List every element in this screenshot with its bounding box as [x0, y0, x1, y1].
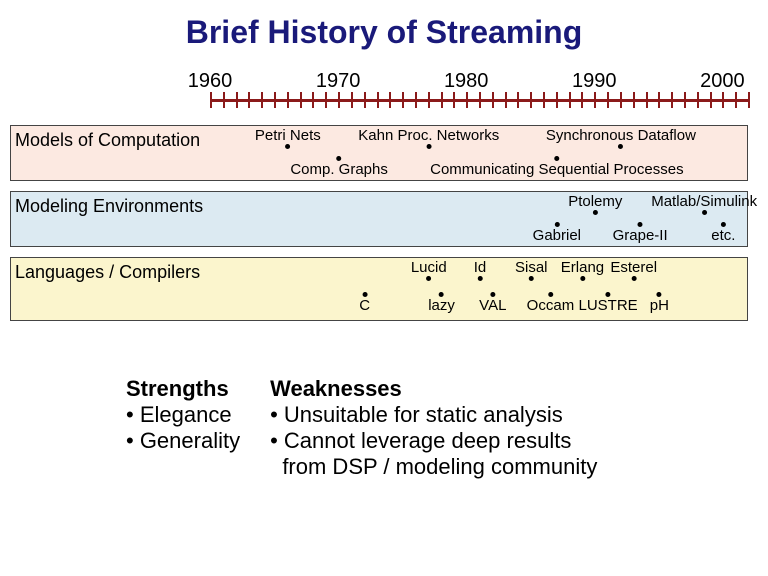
section-label: Models of Computation — [15, 130, 200, 151]
weaknesses-item: from DSP / modeling community — [270, 454, 597, 480]
timeline-item: Synchronous Dataflow — [546, 128, 696, 149]
timeline-tick — [594, 92, 596, 108]
timeline-item: Id — [474, 260, 487, 281]
timeline-tick — [402, 92, 404, 108]
timeline-tick — [556, 92, 558, 108]
timeline-tick — [633, 92, 635, 108]
timeline-item: Occam — [527, 292, 575, 313]
timeline-tick — [325, 92, 327, 108]
timeline-item: Comp. Graphs — [290, 156, 388, 177]
timeline-tick — [210, 92, 212, 108]
decade-label: 1970 — [316, 70, 361, 93]
timeline-tick — [300, 92, 302, 108]
timeline-tick — [607, 92, 609, 108]
timeline-tick — [479, 92, 481, 108]
timeline-tick — [671, 92, 673, 108]
decade-label: 1980 — [444, 70, 489, 93]
timeline-item: Gabriel — [533, 222, 581, 243]
timeline-tick — [581, 92, 583, 108]
section-languages: Languages / Compilers Lucid Id Sisal Erlang E… — [10, 257, 748, 321]
decade-label: 2000 — [700, 70, 745, 93]
strengths-col: Strengths • Elegance • Generality — [126, 376, 240, 480]
timeline-tick — [364, 92, 366, 108]
timeline-bar — [210, 92, 748, 108]
timeline-item: Kahn Proc. Networks — [358, 128, 499, 149]
section-label: Languages / Compilers — [15, 262, 200, 283]
timeline-item: Sisal — [515, 260, 548, 281]
decade-label: 1990 — [572, 70, 617, 93]
timeline-tick — [223, 92, 225, 108]
timeline-tick — [620, 92, 622, 108]
weaknesses-item: • Unsuitable for static analysis — [270, 402, 597, 428]
timeline-tick — [312, 92, 314, 108]
timeline-item: Matlab/Simulink — [651, 194, 757, 215]
section-label: Modeling Environments — [15, 196, 203, 217]
timeline-tick — [351, 92, 353, 108]
timeline-item: lazy — [428, 292, 455, 313]
timeline-tick — [569, 92, 571, 108]
timeline-tick — [261, 92, 263, 108]
timeline-item: Lucid — [411, 260, 447, 281]
timeline-tick — [517, 92, 519, 108]
timeline-tick — [722, 92, 724, 108]
timeline-tick — [415, 92, 417, 108]
timeline-item: etc. — [711, 222, 735, 243]
strengths-item: • Generality — [126, 428, 240, 454]
strengths-head: Strengths — [126, 376, 240, 402]
timeline-item: Erlang — [561, 260, 604, 281]
timeline-tick — [697, 92, 699, 108]
timeline-tick — [236, 92, 238, 108]
timeline-tick — [543, 92, 545, 108]
timeline-item: LUSTRE — [579, 292, 638, 313]
section-modeling: Modeling EnvironmentsPtolemyMatlab/Simul… — [10, 191, 748, 247]
timeline-tick — [748, 92, 750, 108]
timeline-tick — [338, 92, 340, 108]
decade-labels: 19601970198019902000 — [210, 70, 748, 92]
timeline-item: Ptolemy — [568, 194, 622, 215]
timeline-item: VAL — [479, 292, 506, 313]
timeline-item: Grape-II — [613, 222, 668, 243]
strengths-weaknesses: Strengths • Elegance • Generality Weakne… — [120, 370, 708, 486]
timeline-tick — [274, 92, 276, 108]
strengths-item: • Elegance — [126, 402, 240, 428]
timeline-tick — [377, 92, 379, 108]
page-title: Brief History of Streaming — [0, 0, 768, 51]
timeline-tick — [441, 92, 443, 108]
timeline-tick — [710, 92, 712, 108]
weaknesses-head: Weaknesses — [270, 376, 597, 402]
timeline-tick — [492, 92, 494, 108]
section-models: Models of Computation Petri Nets Kahn Proc… — [10, 125, 748, 181]
timeline-item: Esterel — [610, 260, 657, 281]
timeline-tick — [646, 92, 648, 108]
timeline-tick — [248, 92, 250, 108]
timeline-item: pH — [650, 292, 669, 313]
timeline-tick — [389, 92, 391, 108]
timeline-item: Petri Nets — [255, 128, 321, 149]
timeline-tick — [466, 92, 468, 108]
timeline-tick — [505, 92, 507, 108]
timeline-tick — [658, 92, 660, 108]
timeline-tick — [735, 92, 737, 108]
timeline-tick — [453, 92, 455, 108]
weaknesses-col: Weaknesses • Unsuitable for static analy… — [270, 376, 597, 480]
decade-label: 1960 — [188, 70, 233, 93]
timeline-tick — [530, 92, 532, 108]
timeline-tick — [684, 92, 686, 108]
timeline-tick — [428, 92, 430, 108]
timeline-item: C — [359, 292, 370, 313]
timeline: 19601970198019902000 — [210, 70, 748, 120]
weaknesses-item: • Cannot leverage deep results — [270, 428, 597, 454]
timeline-tick — [287, 92, 289, 108]
timeline-item: Communicating Sequential Processes — [430, 156, 683, 177]
